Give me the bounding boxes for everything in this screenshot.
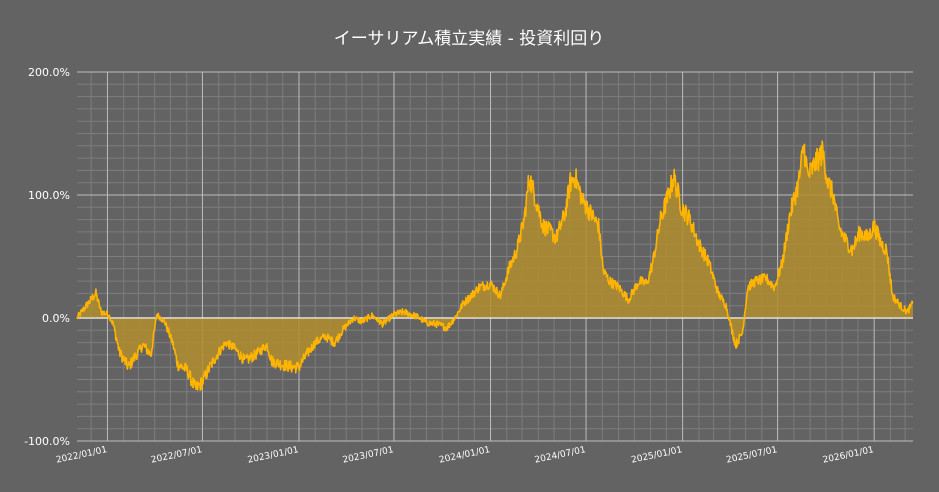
x-tick-label: 2024/07/01 — [534, 445, 587, 466]
x-tick-label: 2025/07/01 — [725, 445, 778, 466]
axis-layer: -100.0% 0.0% 100.0% 200.0% 2022/01/01 2022/07… — [24, 66, 875, 466]
area-layer — [76, 140, 914, 391]
y-tick-label: 100.0% — [28, 189, 70, 202]
chart-title: イーサリアム積立実績 - 投資利回り — [334, 29, 604, 49]
roi-series-line — [76, 140, 914, 391]
x-tick-label: 2023/01/01 — [247, 445, 300, 466]
y-tick-label: 200.0% — [28, 66, 70, 79]
grid — [77, 71, 913, 442]
x-tick-label: 2026/01/01 — [822, 445, 875, 466]
x-tick-label: 2022/07/01 — [150, 445, 203, 466]
y-tick-label: 0.0% — [42, 312, 70, 325]
x-tick-label: 2023/07/01 — [342, 445, 395, 466]
x-tick-label: 2024/01/01 — [438, 445, 491, 466]
y-tick-label: -100.0% — [24, 435, 70, 448]
x-tick-label: 2022/01/01 — [55, 445, 108, 466]
x-tick-label: 2025/01/01 — [630, 445, 683, 466]
roi-area-fill — [77, 141, 913, 391]
